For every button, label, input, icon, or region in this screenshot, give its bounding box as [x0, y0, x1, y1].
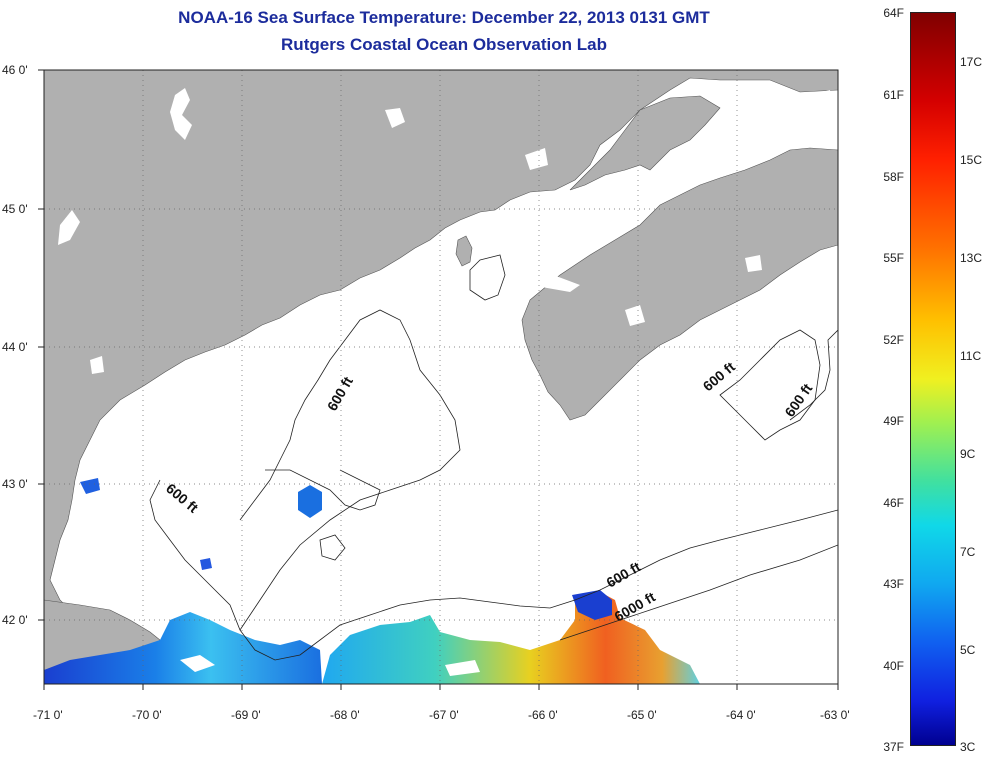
- colorbar-f-label: 40F: [883, 659, 904, 673]
- lat-tick-label: 44 0': [2, 340, 28, 354]
- bathymetry-contours: [149, 254, 838, 661]
- temperature-colorbar: [910, 12, 956, 746]
- lon-tick-label: -68 0': [330, 708, 360, 722]
- colorbar-f-label: 49F: [883, 414, 904, 428]
- colorbar-f-label: 52F: [883, 333, 904, 347]
- colorbar-c-label: 3C: [960, 740, 976, 754]
- colorbar-f-label: 46F: [883, 496, 904, 510]
- colorbar-f-label: 58F: [883, 170, 904, 184]
- colorbar-c-label: 5C: [960, 643, 976, 657]
- lat-tick-label: 42 0': [2, 613, 28, 627]
- inland-lakes: [58, 88, 832, 374]
- colorbar-c-label: 17C: [960, 55, 983, 69]
- colorbar-f-label: 61F: [883, 88, 904, 102]
- colorbar-f-label: 64F: [883, 6, 904, 20]
- lon-tick-label: -66 0': [528, 708, 558, 722]
- lon-tick-label: -67 0': [429, 708, 459, 722]
- title-line-2: Rutgers Coastal Ocean Observation Lab: [281, 35, 607, 54]
- colorbar-c-label: 13C: [960, 251, 983, 265]
- colorbar-f-label: 43F: [883, 577, 904, 591]
- lon-tick-label: -70 0': [132, 708, 162, 722]
- sst-data: [44, 478, 700, 684]
- map-frame: [43, 69, 839, 685]
- land-island: [455, 235, 473, 267]
- land-new-brunswick: [569, 95, 721, 191]
- lon-tick-label: -69 0': [231, 708, 261, 722]
- colorbar-c-label: 9C: [960, 447, 976, 461]
- lat-tick-label: 43 0': [2, 477, 28, 491]
- colorbar-c-label: 11C: [960, 349, 982, 363]
- lon-tick-label: -65 0': [627, 708, 657, 722]
- lat-tick-label: 45 0': [2, 202, 28, 216]
- lon-tick-label: -63 0': [820, 708, 850, 722]
- colorbar-f-label: 55F: [883, 251, 904, 265]
- colorbar-f-label: 37F: [883, 740, 904, 754]
- colorbar-c-label: 15C: [960, 153, 983, 167]
- lon-tick-label: -71 0': [33, 708, 63, 722]
- tick-marks: [38, 69, 839, 690]
- lat-tick-label: 46 0': [2, 63, 28, 77]
- colorbar-c-label: 7C: [960, 545, 976, 559]
- land-nova-scotia: [521, 147, 838, 421]
- title-line-1: NOAA-16 Sea Surface Temperature: Decembe…: [178, 8, 710, 27]
- lon-tick-label: -64 0': [726, 708, 756, 722]
